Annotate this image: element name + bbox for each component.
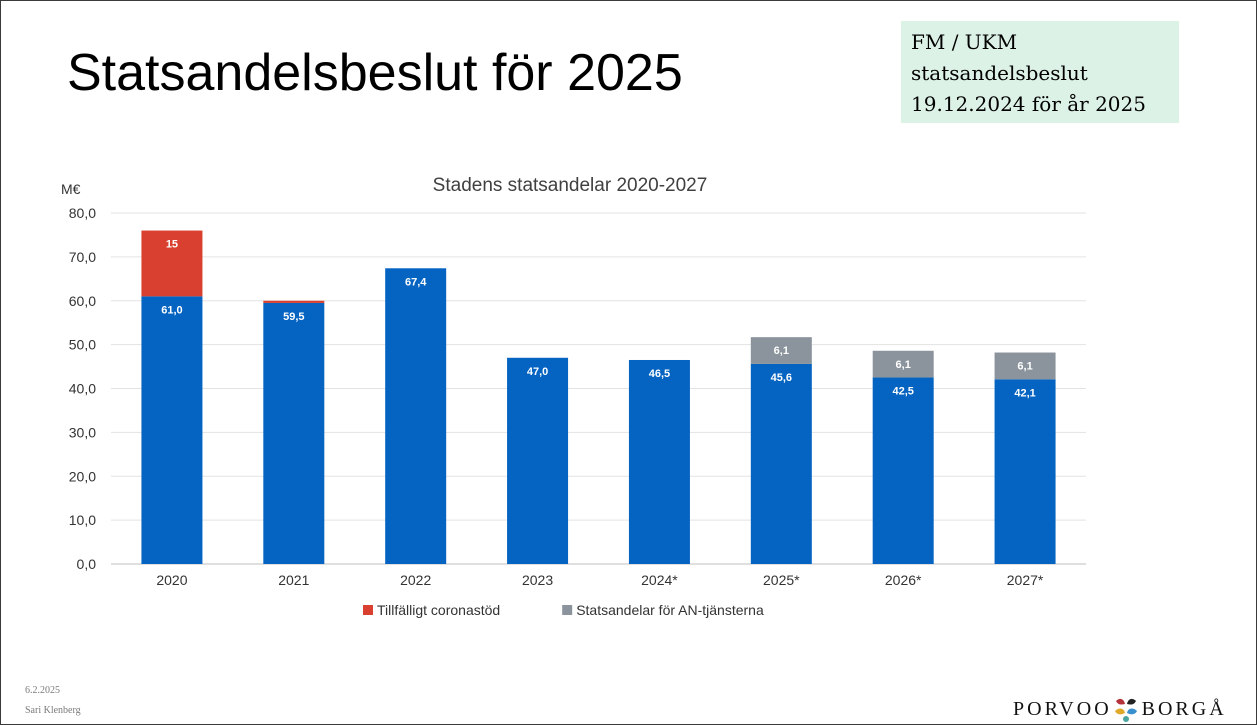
y-axis-label: M€ [61,181,81,197]
data-label: 42,1 [1014,387,1035,399]
data-label: 15 [166,239,178,251]
bar-segment [141,296,203,564]
logo-mark-icon [1114,698,1137,722]
legend-swatch [562,605,573,615]
bar-segment [507,357,569,564]
logo-text-left: PORVOO [1013,697,1112,720]
legend-label: Statsandelar för AN-tjänsterna [576,602,764,618]
slide-title: Statsandelsbeslut för 2025 [67,44,683,102]
y-tick-label: 0,0 [77,556,97,572]
legend-swatch [363,605,373,615]
bar-segment [263,302,325,564]
data-label: 6,1 [896,359,911,371]
x-tick-label: 2023 [522,572,553,588]
city-logo: PORVOO BORGÅ [1013,695,1227,723]
x-tick-label: 2022 [400,572,431,588]
legend-label: Tillfälligt coronastöd [377,602,500,618]
x-tick-label: 2020 [156,572,187,588]
y-tick-label: 10,0 [69,512,96,528]
data-label: 61,0 [161,304,182,316]
y-tick-label: 60,0 [69,293,96,309]
bar-segment [994,379,1056,564]
footer-date: 6.2.2025 [25,685,60,696]
bar-segment [141,230,203,297]
bar-segment [872,350,934,378]
bar-segment [385,268,447,564]
bar-segment [628,359,690,564]
bar-segment [263,300,325,303]
bar-segment [994,352,1056,380]
data-label: 42,5 [892,386,913,398]
x-tick-label: 2024* [641,572,678,588]
bar-chart: Stadens statsandelar 2020-2027 M€ 0,0 10,0 2… [61,175,1086,618]
bar-segment [750,337,812,364]
bar-segment [872,377,934,564]
x-tick-label: 2027* [1007,572,1044,588]
y-tick-label: 80,0 [69,205,96,221]
chart-title: Stadens statsandelar 2020-2027 [433,175,708,196]
y-tick-label: 50,0 [69,337,96,353]
info-line-2: statsandelsbeslut [911,61,1088,85]
data-label: 45,6 [771,372,792,384]
x-tick-label: 2021 [278,572,309,588]
data-label: 6,1 [774,345,789,357]
y-tick-label: 30,0 [69,424,96,440]
data-label: 59,5 [283,311,304,323]
y-tick-label: 20,0 [69,468,96,484]
data-label: 47,0 [527,366,548,378]
bar-segment [750,363,812,564]
data-label: 6,1 [1017,361,1032,373]
footer-author: Sari Klenberg [25,705,81,716]
data-label: 67,4 [405,276,427,288]
logo-text-right: BORGÅ [1141,697,1227,720]
data-label: 46,5 [649,368,670,380]
x-tick-label: 2026* [885,572,922,588]
x-tick-label: 2025* [763,572,800,588]
info-line-1: FM / UKM [911,30,1018,54]
y-tick-label: 70,0 [69,249,96,265]
y-tick-label: 40,0 [69,381,96,397]
info-box: FM / UKM statsandelsbeslut 19.12.2024 fö… [901,21,1179,123]
info-line-3: 19.12.2024 för år 2025 [911,92,1146,116]
